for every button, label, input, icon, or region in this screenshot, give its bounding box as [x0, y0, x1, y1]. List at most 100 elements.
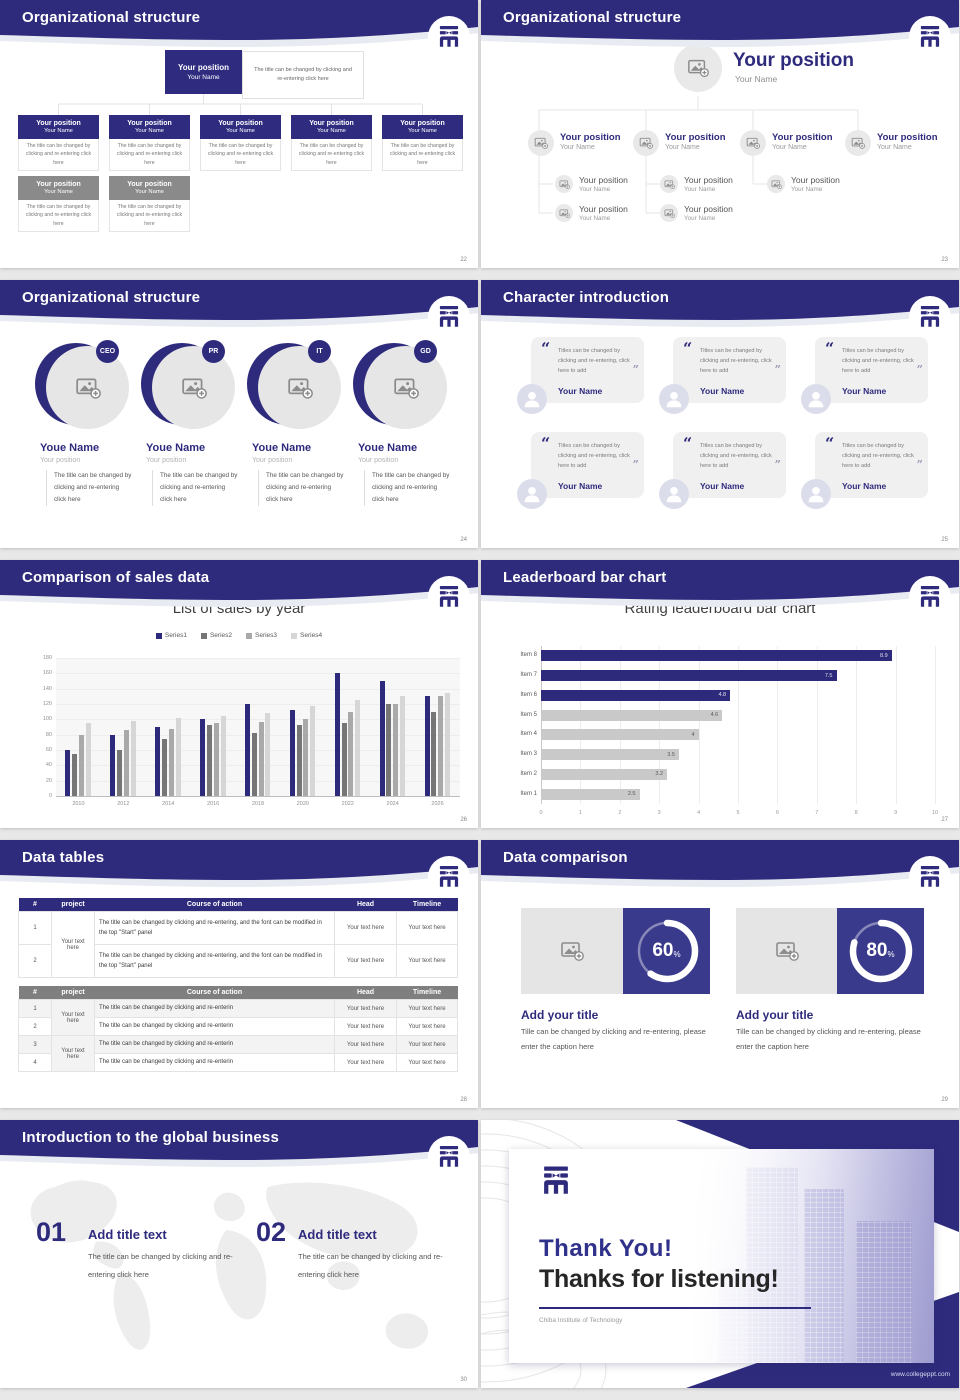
donut-panel[interactable]: 80% — [837, 908, 924, 994]
position-label: Your position — [127, 120, 172, 127]
data-table-2[interactable]: # project Course of action Head Timeline… — [18, 986, 458, 1072]
y-tick-label: 60 — [45, 747, 52, 753]
bar — [123, 730, 129, 796]
org-box[interactable]: Your position Your Name The title can be c… — [291, 115, 372, 171]
org-box[interactable]: Your position Your Name The title can be c… — [109, 176, 190, 232]
step-title: Add title text — [88, 1227, 167, 1242]
cell: Your text here — [334, 999, 397, 1018]
table-row: 2 The title can be changed by clicking a… — [18, 944, 458, 978]
name-label: Your Name — [579, 186, 611, 193]
photo-placeholder[interactable] — [660, 175, 678, 193]
quote-card[interactable]: “ Titles can be changed by clicking and … — [531, 432, 644, 498]
x-tick-label: 2014 — [162, 801, 175, 807]
photo-placeholder[interactable] — [845, 130, 871, 156]
category-label: Item 3 — [520, 751, 537, 758]
quote-card[interactable]: “ Titles can be changed by clicking and … — [673, 337, 786, 403]
slide-header: Organizational structure — [0, 280, 478, 340]
legend-item: Series3 — [246, 632, 277, 639]
gridline — [777, 646, 779, 804]
cell: Your text here — [51, 1035, 95, 1072]
name-label: Your Name — [842, 481, 887, 491]
name-label: Your Name — [558, 386, 603, 396]
bar — [541, 749, 679, 761]
header-wave — [0, 840, 478, 887]
data-table-1[interactable]: # project Course of action Head Timeline… — [18, 898, 458, 978]
cell: The title can be changed by clicking and… — [94, 944, 335, 978]
photo-placeholder[interactable] — [767, 175, 785, 193]
photo-placeholder[interactable] — [555, 175, 573, 193]
position-label: Your position — [684, 175, 733, 185]
slide-26[interactable]: List of sales by year Series1 Series2 Seri… — [0, 560, 478, 828]
photo-placeholder[interactable] — [736, 908, 837, 994]
quote-card[interactable]: “ Titles can be changed by clicking and … — [531, 337, 644, 403]
photo-placeholder[interactable] — [633, 130, 659, 156]
org-box[interactable]: Your position Your Name The title can be c… — [18, 176, 99, 232]
leaderboard-chart[interactable]: 0 1 2 3 4 5 6 7 8 9 10 Item 8 8.9 Item 7 7.5 Item 6 4.8 I… — [481, 560, 959, 828]
position-label: Your position — [178, 63, 229, 72]
org-root-note[interactable]: The title can be changed by clicking and… — [242, 51, 364, 99]
thank-you-card[interactable]: Thank You! Thanks for listening! Chiba I… — [509, 1149, 934, 1363]
bar — [265, 713, 271, 796]
quote-card[interactable]: “ Titles can be changed by clicking and … — [815, 337, 928, 403]
org-box[interactable]: Your position Your Name The title can be c… — [200, 115, 281, 171]
brand-logo — [909, 296, 951, 338]
slide-22[interactable]: Your position Your Name The title can be… — [0, 0, 478, 268]
position-label: Your position — [772, 132, 833, 143]
photo-placeholder[interactable] — [660, 204, 678, 222]
cell: Your text here — [334, 1035, 397, 1054]
column-header: Timeline — [396, 898, 458, 912]
name-label: Your Name — [187, 74, 220, 81]
gridline — [935, 646, 936, 804]
page-number: 24 — [460, 537, 467, 543]
photo-placeholder[interactable] — [674, 44, 722, 92]
table-row: 4 The title can be changed by clicking a… — [18, 1053, 458, 1072]
name-label: Your Name — [842, 386, 887, 396]
position-label: Your position — [791, 175, 840, 185]
cell: Your text here — [396, 1035, 458, 1054]
name-label: Your Name — [684, 186, 716, 193]
value-label: 2.5 — [627, 791, 636, 798]
org-box-note: The title can be changed by clicking and… — [200, 139, 281, 171]
donut-panel[interactable]: 60% — [623, 908, 710, 994]
slide-23[interactable]: Your position Your Name Your position Yo… — [481, 0, 959, 268]
quote-card[interactable]: “ Titles can be changed by clicking and … — [815, 432, 928, 498]
x-tick-label: 1 — [578, 810, 582, 816]
bar — [348, 711, 354, 796]
slide-24[interactable]: CEO Youe Name Your position The title ca… — [0, 280, 478, 548]
slide-28[interactable]: # project Course of action Head Timeline… — [0, 840, 478, 1108]
org-box[interactable]: Your position Your Name The title can be c… — [18, 115, 99, 171]
position-label: Your position — [400, 120, 445, 127]
slide-30[interactable]: 01 Add title text The title can be chang… — [0, 1120, 478, 1388]
bar — [296, 725, 302, 796]
quote-text: Titles can be changed by clicking and re… — [842, 348, 914, 375]
sales-chart[interactable]: 0 20 40 60 80 100 120 140 160 180 2010 2012 2014 2016… — [0, 560, 478, 828]
value-label: 7.5 — [824, 672, 833, 679]
name-label: Youe Name — [146, 442, 206, 454]
donut-chart — [635, 919, 698, 983]
building-photo — [687, 1149, 934, 1363]
quote-card[interactable]: “ Titles can be changed by clicking and … — [673, 432, 786, 498]
bar — [541, 670, 837, 682]
y-tick-label: 120 — [42, 701, 52, 707]
legend-item: Series4 — [291, 632, 322, 639]
org-box[interactable]: Your position Your Name The title can be c… — [382, 115, 463, 171]
photo-placeholder[interactable] — [521, 908, 623, 994]
slide-29[interactable]: 60% Add your title Tille can be changed … — [481, 840, 959, 1108]
sales-legend: Series1 Series2 Series3 Series4 — [0, 632, 478, 639]
slide-25[interactable]: “ Titles can be changed by clicking and … — [481, 280, 959, 548]
gridline — [56, 688, 460, 690]
photo-placeholder[interactable] — [740, 130, 766, 156]
slide-thank-you[interactable]: Thank You! Thanks for listening! Chiba I… — [481, 1120, 959, 1388]
website-url[interactable]: www.collegeppt.com — [890, 1371, 950, 1378]
position-label: Your position — [40, 457, 81, 464]
column-header: Head — [334, 898, 397, 912]
position-label: Your position — [579, 175, 628, 185]
org-root-box[interactable]: Your position Your Name — [165, 50, 242, 94]
org-box[interactable]: Your position Your Name The title can be c… — [109, 115, 190, 171]
role-badge: PR — [202, 340, 225, 363]
photo-placeholder[interactable] — [528, 130, 554, 156]
block-caption: Tille can be changed by clicking and re-… — [736, 1027, 921, 1051]
x-tick-label: 5 — [736, 810, 740, 816]
photo-placeholder[interactable] — [555, 204, 573, 222]
